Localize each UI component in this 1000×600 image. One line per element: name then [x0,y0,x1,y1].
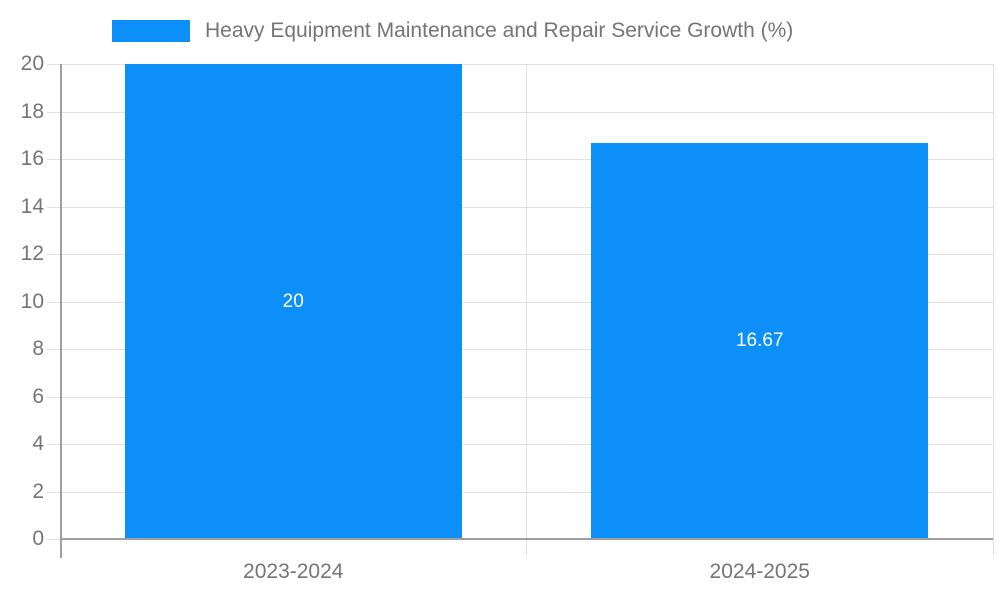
y-tick-label: 0 [32,527,44,550]
gridline-v [992,64,994,555]
y-tick-label: 2 [32,479,44,503]
gridline-h [47,491,993,493]
y-tick-label: 4 [32,432,44,455]
bar[interactable]: 16.67 [591,143,929,539]
x-tick-label: 2024-2025 [709,560,810,583]
y-tick-label: 10 [20,289,44,313]
plot-area: 20 16.67 [47,64,994,558]
bar-value-label: 16.67 [735,330,784,352]
legend-label: Heavy Equipment Maintenance and Repair S… [205,19,794,42]
bar[interactable]: 20 [124,64,462,539]
y-tick-label: 14 [20,194,44,218]
gridline-h [47,254,993,255]
y-tick-label: 8 [32,337,44,360]
y-tick-label: 18 [20,99,44,123]
gridline-h [47,206,993,208]
gridline-h [47,159,993,160]
legend: Heavy Equipment Maintenance and Repair S… [112,17,793,45]
y-axis-line [60,64,62,558]
gridline-v [526,64,527,555]
gridline-h [47,444,993,445]
gridline-h [47,111,993,113]
gridline-h [47,396,993,398]
x-axis-line [60,538,993,540]
y-tick-label: 12 [20,242,44,265]
gridline-h [47,349,993,350]
y-tick-label: 20 [20,52,44,75]
x-tick-label: 2023-2024 [243,560,344,583]
bar-value-label: 20 [282,290,304,312]
legend-swatch [112,20,190,42]
gridline-h [47,301,993,303]
y-tick-label: 6 [32,384,44,408]
y-tick-label: 16 [20,147,44,170]
gridline-h [47,64,993,65]
